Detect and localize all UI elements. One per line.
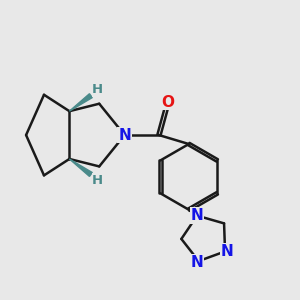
Text: N: N bbox=[191, 208, 203, 223]
Text: N: N bbox=[221, 244, 234, 259]
Text: N: N bbox=[118, 128, 131, 142]
Text: N: N bbox=[191, 255, 203, 270]
Polygon shape bbox=[69, 159, 92, 176]
Text: O: O bbox=[161, 95, 174, 110]
Text: H: H bbox=[92, 174, 103, 187]
Polygon shape bbox=[69, 94, 92, 111]
Text: H: H bbox=[92, 83, 103, 96]
